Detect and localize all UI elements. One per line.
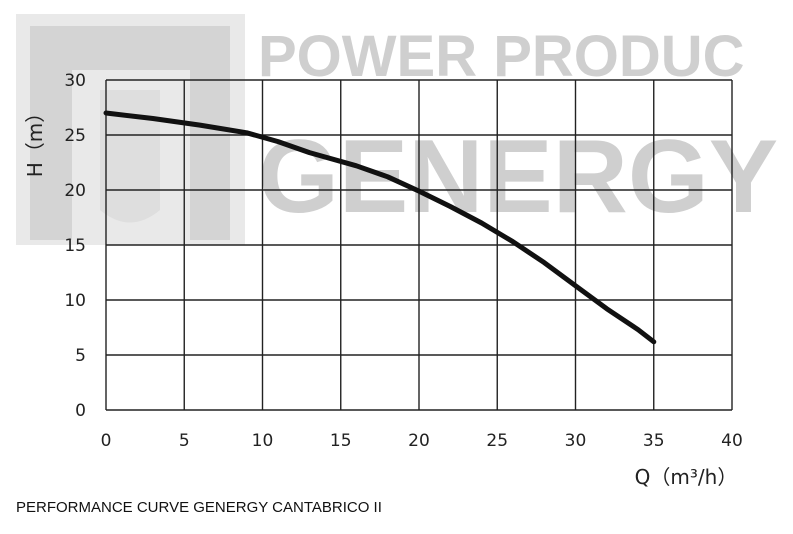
watermark-text-bottom: GENERGY bbox=[258, 119, 778, 235]
chart-caption: PERFORMANCE CURVE GENERGY CANTABRICO II bbox=[16, 499, 382, 516]
x-tick-label: 25 bbox=[486, 431, 508, 451]
chart-ticks: 0 5 10 15 20 25 30 35 40 0 5 10 15 20 25 30 bbox=[64, 71, 742, 451]
x-axis-title: Q（m³/h） bbox=[635, 465, 738, 489]
x-tick-label: 5 bbox=[179, 431, 190, 451]
y-tick-label: 10 bbox=[64, 291, 86, 311]
chart-series bbox=[103, 110, 657, 345]
y-tick-label: 20 bbox=[64, 181, 86, 201]
performance-curve-line bbox=[103, 110, 657, 345]
y-axis-title: H（m） bbox=[23, 103, 47, 178]
y-tick-label: 25 bbox=[64, 126, 86, 146]
x-tick-label: 10 bbox=[252, 431, 274, 451]
x-tick-label: 35 bbox=[643, 431, 665, 451]
x-tick-label: 30 bbox=[565, 431, 587, 451]
y-tick-label: 15 bbox=[64, 236, 86, 256]
x-tick-label: 15 bbox=[330, 431, 352, 451]
x-tick-label: 20 bbox=[408, 431, 430, 451]
watermark-text-top: POWER PRODUC bbox=[258, 24, 745, 89]
y-tick-label: 30 bbox=[64, 71, 86, 91]
y-tick-label: 0 bbox=[75, 401, 86, 421]
watermark-logo bbox=[16, 14, 245, 245]
x-tick-label: 40 bbox=[721, 431, 743, 451]
x-tick-label: 0 bbox=[101, 431, 112, 451]
y-tick-label: 5 bbox=[75, 346, 86, 366]
